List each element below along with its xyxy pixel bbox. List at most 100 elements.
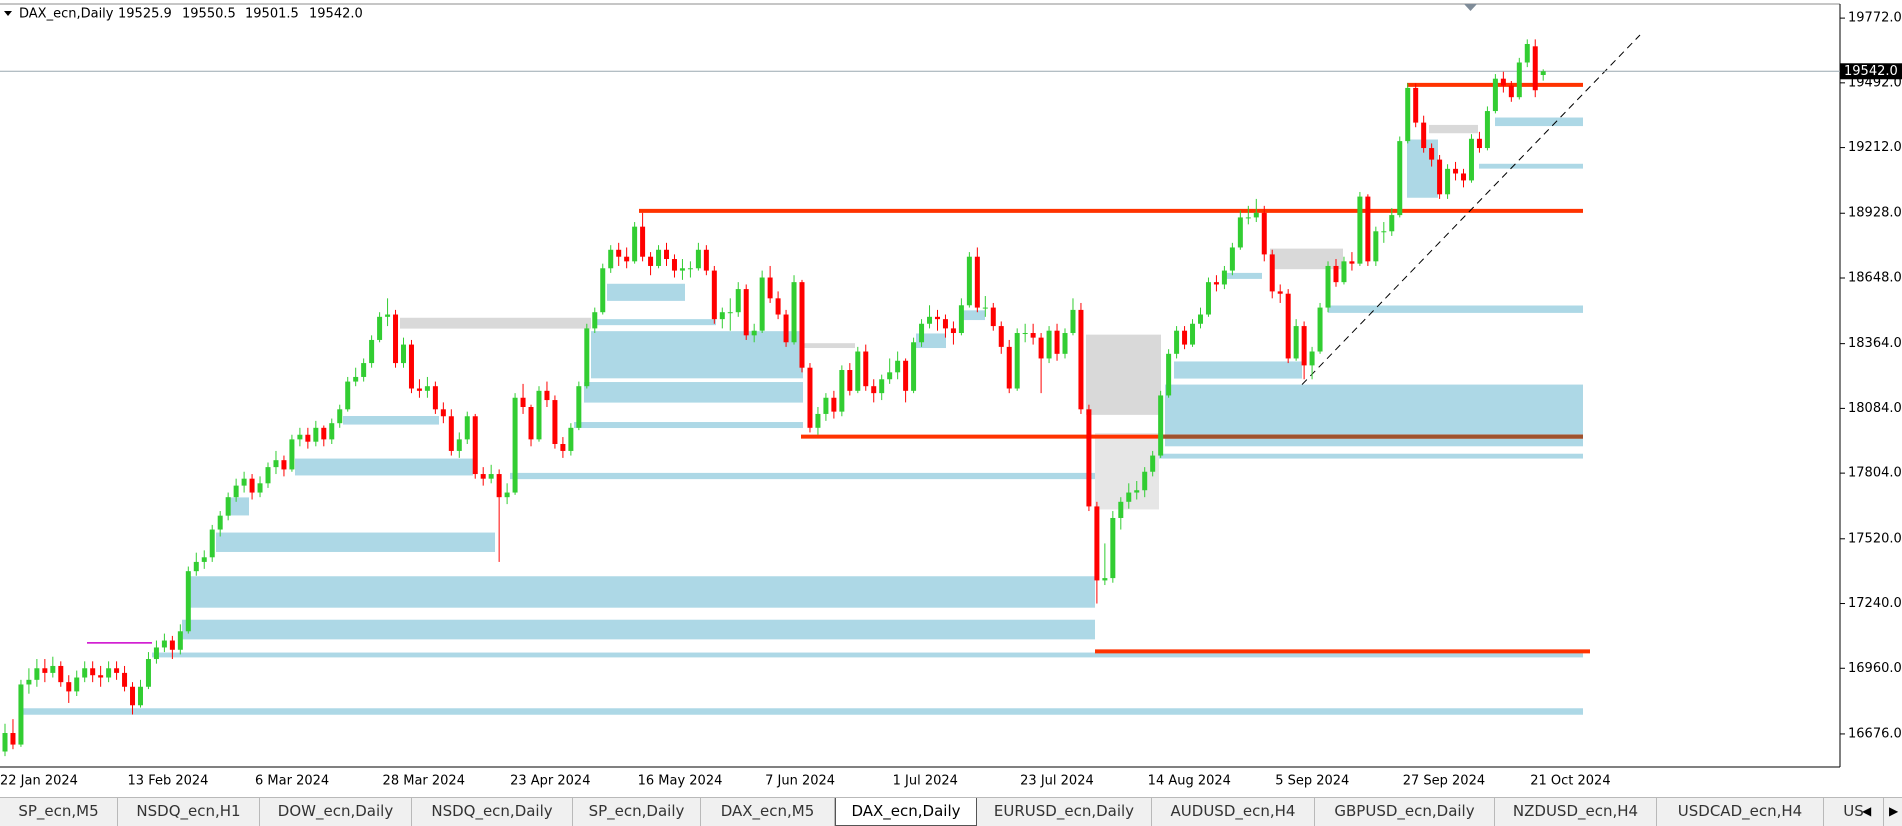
candle-body (664, 249, 670, 260)
candle-body (130, 686, 136, 706)
candle-body (313, 427, 319, 442)
candle-body (353, 376, 359, 382)
candle-body (1070, 309, 1076, 334)
chart-tab[interactable]: EURUSD_ecn,Daily (977, 798, 1152, 826)
chart-tab[interactable]: SP_ecn,Daily (573, 798, 701, 826)
tab-scroll-left[interactable]: ◀ (1862, 804, 1872, 818)
candle-body (927, 316, 933, 324)
candle-body (1245, 217, 1251, 219)
candle-body (66, 682, 72, 692)
chart-background (0, 0, 1902, 796)
chart-tab[interactable]: NSDQ_ecn,Daily (412, 798, 573, 826)
candle-body (839, 370, 845, 412)
candle-body (1540, 71, 1546, 76)
candle-body (345, 381, 351, 410)
candle-body (1277, 291, 1283, 294)
candle-body (767, 277, 773, 299)
candle-body (464, 416, 470, 440)
y-tick-label: 18364.0 (1848, 336, 1902, 351)
candle-body (329, 423, 335, 440)
candle-body (990, 307, 996, 327)
candle-body (616, 249, 622, 257)
candle-body (377, 316, 383, 340)
chart-tab[interactable]: GBPUSD_ecn,Daily (1315, 798, 1495, 826)
y-tick-label: 17804.0 (1848, 466, 1902, 481)
candle-body (1461, 173, 1467, 181)
candle-body (1317, 307, 1323, 352)
chart-tab[interactable]: AUDUSD_ecn,H4 (1152, 798, 1315, 826)
candle-body (656, 249, 662, 266)
chart-tab[interactable]: NSDQ_ecn,H1 (118, 798, 260, 826)
candle-body (775, 298, 781, 315)
header-low: 19501.5 (245, 7, 299, 22)
candle-body (408, 344, 414, 389)
candle-body (1309, 351, 1315, 366)
zone (1328, 305, 1583, 313)
candle-body (440, 409, 446, 417)
candle-body (193, 561, 199, 572)
chart-tab[interactable]: DOW_ecn,Daily (260, 798, 412, 826)
candle-body (74, 677, 80, 692)
candle-body (496, 474, 502, 498)
candle-body (1413, 87, 1419, 123)
candle-body (432, 386, 438, 410)
candle-body (1532, 46, 1538, 91)
candle-body (1102, 578, 1108, 581)
candle-body (743, 289, 749, 336)
symbol-menu-arrow[interactable] (4, 11, 12, 16)
candle-body (122, 672, 128, 687)
chart-tab[interactable]: SP_ecn,M5 (0, 798, 118, 826)
chart-tab[interactable]: US (1824, 798, 1884, 826)
chart-tab[interactable]: DAX_ecn,Daily (835, 798, 977, 826)
candle-body (831, 397, 837, 412)
candle-body (1134, 490, 1140, 493)
chart-tab[interactable]: NZDUSD_ecn,H4 (1495, 798, 1657, 826)
chart-tab[interactable]: DAX_ecn,M5 (701, 798, 835, 826)
candle-body (1190, 323, 1196, 345)
candle-body (855, 351, 861, 391)
x-tick-label: 14 Aug 2024 (1148, 774, 1231, 789)
candle-body (82, 668, 88, 678)
zone (343, 416, 439, 425)
price-tag-label: 19542.0 (1844, 64, 1898, 79)
candle-body (241, 478, 247, 486)
candle-body (98, 675, 104, 678)
y-tick-label: 19212.0 (1848, 140, 1902, 155)
candle-body (201, 557, 207, 562)
candle-body (735, 289, 741, 313)
zone (607, 283, 685, 301)
candle-body (1253, 212, 1259, 218)
candle-body (1468, 138, 1474, 181)
x-tick-label: 22 Jan 2024 (0, 774, 78, 789)
candle-body (1325, 265, 1331, 308)
zone (803, 343, 855, 349)
chart-tab[interactable]: USDCAD_ecn,H4 (1657, 798, 1824, 826)
candle-body (648, 256, 654, 266)
y-tick-label: 17240.0 (1848, 596, 1902, 611)
candle-body (536, 390, 542, 440)
candle-body (34, 668, 40, 680)
candle-body (679, 268, 685, 271)
candle-body (1476, 138, 1482, 149)
candle-body (815, 413, 821, 428)
candle-body (1110, 517, 1116, 579)
candle-body (1046, 330, 1052, 359)
candle-body (807, 367, 813, 428)
candle-body (671, 259, 677, 271)
candle-body (1365, 196, 1371, 262)
tab-scroll-right[interactable]: ▶ (1889, 804, 1899, 818)
candle-body (982, 307, 988, 309)
candle-body (169, 640, 175, 650)
zone (400, 317, 591, 329)
candle-body (1301, 326, 1307, 366)
candle-body (137, 686, 143, 706)
candle-body (887, 372, 893, 380)
candle-body (520, 397, 526, 408)
candle-body (1198, 314, 1203, 324)
candle-body (974, 256, 980, 308)
candle-body (942, 319, 948, 329)
candle-body (448, 416, 454, 451)
candle-body (424, 386, 430, 391)
candle-body (185, 571, 191, 632)
